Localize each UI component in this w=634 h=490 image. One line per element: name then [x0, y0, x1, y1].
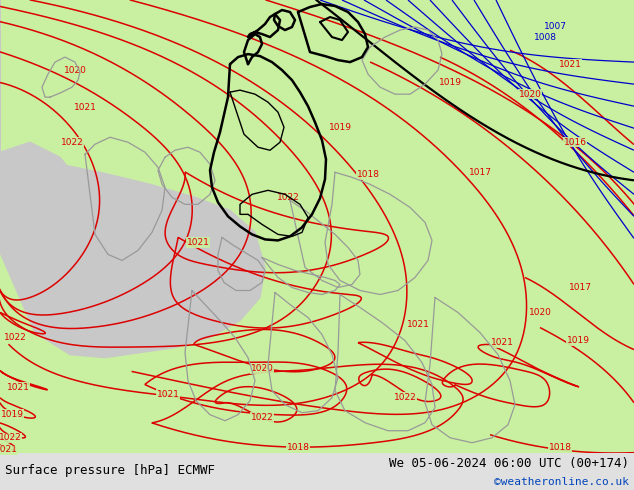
- Text: ©weatheronline.co.uk: ©weatheronline.co.uk: [494, 477, 629, 487]
- Text: 1021: 1021: [491, 338, 514, 347]
- Text: 1022: 1022: [394, 393, 417, 402]
- Text: 1021: 1021: [406, 320, 429, 329]
- Text: 1007: 1007: [543, 22, 567, 30]
- Text: 1020: 1020: [250, 364, 273, 373]
- Text: 1020: 1020: [63, 66, 86, 74]
- Text: 1019: 1019: [439, 77, 462, 87]
- Polygon shape: [0, 0, 80, 202]
- Text: 1017: 1017: [469, 168, 491, 177]
- Text: 1022: 1022: [4, 333, 27, 342]
- Text: 1020: 1020: [519, 90, 541, 98]
- Text: 1021: 1021: [186, 238, 209, 247]
- Text: 1019: 1019: [1, 410, 23, 419]
- Polygon shape: [0, 0, 265, 358]
- Text: 1019: 1019: [567, 336, 590, 345]
- Text: 1018: 1018: [356, 170, 380, 179]
- Text: 1021: 1021: [157, 390, 179, 399]
- Text: 1018: 1018: [548, 443, 571, 452]
- Text: We 05-06-2024 06:00 UTC (00+174): We 05-06-2024 06:00 UTC (00+174): [389, 457, 629, 470]
- Text: 1021: 1021: [6, 383, 29, 392]
- Text: 1021: 1021: [74, 103, 96, 112]
- Text: 1016: 1016: [564, 138, 586, 147]
- Text: 1017: 1017: [569, 283, 592, 292]
- Text: 1020: 1020: [529, 308, 552, 317]
- Polygon shape: [0, 0, 634, 453]
- Text: 1022: 1022: [276, 193, 299, 202]
- Text: 1008: 1008: [533, 32, 557, 42]
- Text: 1018: 1018: [287, 443, 309, 452]
- Text: 1022: 1022: [0, 433, 22, 442]
- Text: 1019: 1019: [328, 122, 351, 132]
- Text: Surface pressure [hPa] ECMWF: Surface pressure [hPa] ECMWF: [5, 464, 215, 477]
- Text: 1021: 1021: [0, 445, 18, 454]
- Text: 1021: 1021: [559, 60, 581, 69]
- Text: 1022: 1022: [61, 138, 84, 147]
- Text: 1022: 1022: [250, 413, 273, 422]
